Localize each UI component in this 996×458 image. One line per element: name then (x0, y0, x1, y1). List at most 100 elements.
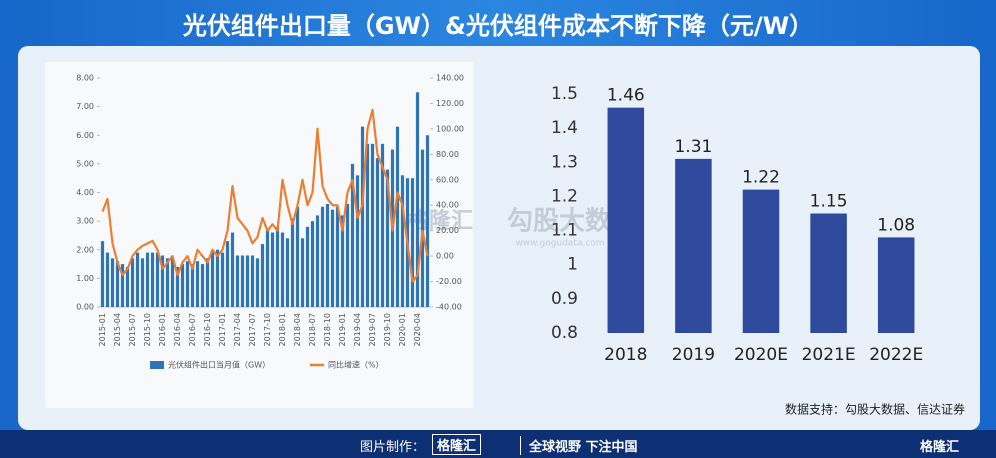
bar (355, 175, 360, 307)
bar (325, 203, 330, 307)
bar (210, 249, 215, 307)
bar (215, 249, 220, 307)
x-tick-label: 2017-04 (233, 313, 242, 346)
bar (260, 244, 265, 307)
bar (160, 255, 165, 307)
bar (350, 163, 355, 307)
bar (110, 258, 115, 307)
bar (145, 252, 150, 307)
y-tick-label: 1.3 (551, 152, 578, 172)
y2-tick-label: 100.00 (436, 124, 464, 133)
x-tick-label: 2019-01 (338, 313, 347, 346)
x-tick-label: 2018-04 (293, 313, 302, 346)
x-tick-label: 2017-10 (263, 313, 272, 346)
bar (395, 126, 400, 307)
bar (150, 252, 155, 307)
footer-slogan: 全球视野 下注中国 (520, 436, 638, 455)
x-tick-label: 2015-01 (98, 313, 107, 346)
y2-tick-label: -40.00 (436, 303, 462, 312)
x-tick-label: 2017-07 (248, 313, 257, 346)
y2-tick-label: -20.00 (436, 277, 462, 286)
y-tick-label: 5.00 (76, 159, 94, 168)
bar (185, 261, 190, 307)
bar (877, 237, 915, 333)
bar (195, 261, 200, 307)
y-tick-label: 1.5 (551, 84, 578, 104)
source: 数据支持：勾股大数据、信达证券 (785, 402, 965, 417)
bar (120, 264, 125, 307)
bar (225, 241, 230, 307)
data-label: 1.22 (742, 168, 780, 188)
bar (135, 252, 140, 307)
bar (360, 126, 365, 307)
bar (425, 135, 430, 307)
bar (385, 169, 390, 307)
bar (240, 255, 245, 307)
bar (305, 226, 310, 307)
bar (295, 206, 300, 307)
y-tick-label: 1.00 (76, 274, 94, 283)
bar (115, 261, 120, 307)
bar (607, 107, 645, 334)
footer-logo: 格隆汇 (920, 440, 960, 455)
bar (265, 229, 270, 307)
bar (310, 221, 315, 307)
y-tick-label: 0.8 (551, 323, 578, 343)
bar (245, 255, 250, 307)
page-title: 光伏组件出口量（GW）&光伏组件成本不断下降（元/W） (182, 12, 814, 40)
y-tick-label: 6.00 (76, 131, 94, 140)
y-tick-label: 1.4 (551, 118, 578, 138)
footer-brand: 格隆汇 (432, 434, 482, 455)
line (101, 108, 429, 283)
x-tick-label: 2018 (604, 345, 647, 365)
x-tick-label: 2019 (672, 345, 715, 365)
y-tick-label: 1.2 (551, 186, 578, 206)
x-tick-label: 2019-04 (353, 313, 362, 346)
x-tick-label: 2015-04 (113, 313, 122, 346)
x-tick-label: 2015-07 (128, 313, 137, 346)
y-tick-label: 7.00 (76, 102, 94, 111)
x-tick-label: 2020E (734, 345, 788, 365)
y-tick-label: 1 (567, 255, 578, 275)
bar (340, 215, 345, 307)
bar (370, 143, 375, 307)
bar (315, 215, 320, 307)
y-tick-label: 0.9 (551, 289, 578, 309)
x-tick-label: 2016-10 (203, 313, 212, 346)
data-label: 1.15 (810, 192, 848, 212)
bar (675, 158, 712, 333)
bar (280, 232, 285, 307)
bar (330, 209, 335, 307)
bar (220, 252, 225, 307)
bar (335, 206, 340, 307)
bar (415, 92, 420, 307)
y2-tick-label: 80.00 (436, 150, 459, 159)
x-tick-label: 2022E (869, 345, 923, 365)
bar (180, 264, 185, 307)
bar (300, 238, 305, 307)
x-tick-label: 2018-07 (308, 313, 317, 346)
x-tick-label: 2018-10 (323, 313, 332, 346)
watermark: www.gogudata.com (515, 239, 604, 249)
bar (130, 258, 135, 307)
y2-tick-label: 120.00 (436, 99, 464, 108)
bar (175, 266, 180, 307)
bar (320, 206, 325, 307)
bar (190, 264, 195, 307)
legend-label: 同比增速（%） (328, 360, 384, 370)
bar (285, 238, 290, 307)
bar (742, 189, 780, 333)
y-tick-label: 2.00 (76, 245, 94, 254)
bar (125, 266, 130, 307)
x-tick-label: 2016-07 (188, 313, 197, 346)
x-tick-label: 2020-01 (398, 313, 407, 346)
y2-tick-label: 0.00 (436, 252, 454, 261)
bar (810, 213, 847, 333)
bar (420, 149, 425, 307)
bar (170, 258, 175, 307)
x-tick-label: 2019-10 (383, 313, 392, 346)
footer: 图片制作： 格隆汇 全球视野 下注中国 格隆汇 (0, 430, 996, 458)
legend-swatch (150, 361, 164, 369)
